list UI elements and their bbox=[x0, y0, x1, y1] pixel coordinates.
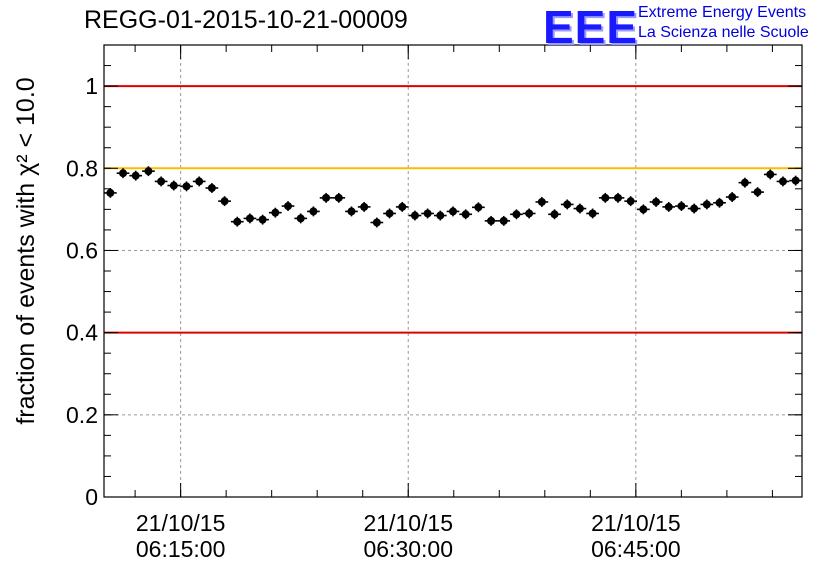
data-point bbox=[560, 199, 574, 210]
eee-logo: EEE bbox=[543, 1, 639, 53]
data-point bbox=[142, 166, 155, 177]
data-point bbox=[459, 209, 473, 220]
data-point bbox=[725, 192, 739, 202]
data-point bbox=[789, 175, 802, 186]
data-point bbox=[154, 176, 168, 187]
y-axis-label: fraction of events with χ² < 10.0 bbox=[12, 77, 40, 424]
data-point bbox=[573, 203, 587, 214]
y-tick-labels: 0 0.2 0.4 0.6 0.8 1 bbox=[66, 73, 98, 510]
x-tick-time: 06:45:00 bbox=[591, 536, 681, 562]
data-point bbox=[421, 208, 434, 219]
y-tick-label: 0.6 bbox=[66, 237, 98, 263]
reference-lines bbox=[104, 85, 802, 334]
data-point bbox=[345, 206, 358, 217]
data-point bbox=[433, 210, 447, 221]
data-point bbox=[776, 176, 790, 187]
x-tick-date: 21/10/15 bbox=[591, 510, 681, 536]
data-point bbox=[167, 180, 181, 191]
data-points bbox=[104, 166, 802, 228]
data-point bbox=[700, 199, 714, 210]
data-point bbox=[535, 197, 549, 207]
data-point bbox=[522, 208, 536, 219]
x-tick-date: 21/10/15 bbox=[363, 510, 453, 536]
data-point bbox=[662, 201, 676, 212]
data-point bbox=[598, 192, 612, 203]
y-tick-label: 0.8 bbox=[66, 155, 98, 181]
data-point bbox=[268, 207, 282, 218]
x-tick-labels: 21/10/1506:15:0021/10/1506:30:0021/10/15… bbox=[136, 510, 681, 562]
x-tick-time: 06:15:00 bbox=[136, 536, 226, 562]
y-tick-label: 0.2 bbox=[66, 402, 98, 428]
logo-subtitle-2: La Scienza nelle Scuole bbox=[638, 24, 809, 41]
data-point bbox=[104, 187, 117, 198]
data-point bbox=[294, 213, 308, 224]
data-point bbox=[586, 208, 599, 219]
data-point bbox=[307, 206, 320, 217]
data-point bbox=[510, 209, 523, 220]
data-point bbox=[192, 176, 206, 187]
plot-frame bbox=[103, 44, 803, 498]
data-point bbox=[675, 201, 688, 212]
data-point bbox=[446, 206, 460, 217]
data-point bbox=[332, 192, 346, 203]
data-point bbox=[624, 196, 638, 207]
data-point bbox=[205, 183, 219, 193]
data-point bbox=[738, 177, 752, 188]
data-point bbox=[687, 203, 701, 214]
data-point bbox=[319, 192, 333, 203]
data-point bbox=[395, 201, 409, 212]
data-point bbox=[256, 214, 269, 225]
data-point bbox=[497, 215, 511, 226]
data-point bbox=[472, 202, 485, 213]
chart-title: REGG-01-2015-10-21-00009 bbox=[84, 6, 408, 34]
data-point bbox=[357, 201, 371, 212]
data-point bbox=[180, 181, 193, 192]
data-point bbox=[408, 210, 422, 221]
data-point bbox=[218, 196, 231, 207]
data-point bbox=[129, 170, 143, 181]
axis-ticks bbox=[104, 44, 802, 498]
data-point bbox=[116, 168, 130, 179]
y-tick-label: 0 bbox=[85, 484, 98, 510]
x-tick-time: 06:30:00 bbox=[363, 536, 453, 562]
data-point bbox=[649, 197, 663, 207]
data-point bbox=[637, 204, 650, 215]
data-point bbox=[713, 197, 726, 208]
data-point bbox=[751, 187, 764, 198]
data-point bbox=[383, 208, 396, 219]
grid-lines bbox=[104, 45, 802, 497]
logo-subtitle-1: Extreme Energy Events bbox=[638, 4, 807, 21]
data-point bbox=[484, 215, 498, 226]
x-tick-date: 21/10/15 bbox=[136, 510, 226, 536]
data-point bbox=[611, 192, 625, 203]
data-point bbox=[230, 216, 244, 227]
data-point bbox=[281, 201, 295, 212]
data-point bbox=[370, 217, 384, 228]
data-point bbox=[763, 169, 777, 180]
y-tick-label: 1 bbox=[85, 73, 98, 99]
data-point bbox=[548, 209, 561, 220]
y-tick-label: 0.4 bbox=[66, 320, 98, 346]
data-point bbox=[243, 213, 257, 224]
